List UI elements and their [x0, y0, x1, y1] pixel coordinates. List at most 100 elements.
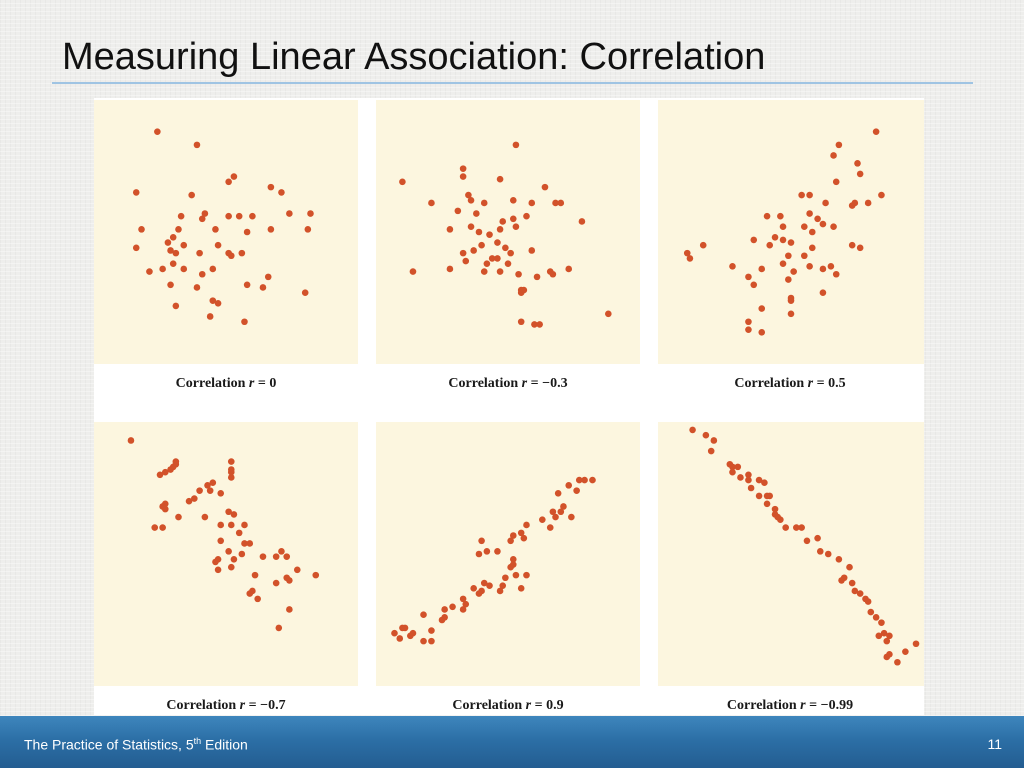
data-point	[875, 632, 883, 640]
data-point	[480, 268, 488, 275]
data-point	[830, 223, 837, 231]
data-point	[225, 212, 232, 220]
data-point	[441, 606, 448, 613]
data-point	[502, 244, 509, 252]
data-point	[755, 492, 763, 500]
data-point	[848, 202, 856, 209]
data-point	[446, 265, 454, 273]
data-point	[496, 226, 504, 233]
data-point	[172, 302, 180, 310]
caption-variable: r	[807, 376, 814, 391]
data-point	[541, 183, 549, 191]
data-point	[225, 508, 232, 516]
data-point	[878, 619, 885, 626]
data-point	[198, 215, 206, 223]
data-point	[475, 550, 483, 558]
data-point	[391, 629, 398, 637]
data-point	[734, 463, 742, 471]
data-point	[771, 505, 779, 513]
data-point	[822, 199, 829, 207]
data-point	[707, 447, 715, 455]
scatter-plot-5	[391, 476, 596, 645]
data-point	[777, 212, 784, 220]
footer-text-main: The Practice of Statistics, 5	[24, 736, 194, 753]
caption-prefix: Correlation	[726, 698, 801, 713]
data-point	[737, 474, 744, 481]
data-point	[830, 152, 837, 159]
data-point	[832, 178, 840, 186]
correlation-figure: Correlation r = 0 Correlation r = −0.3 C…	[94, 98, 924, 715]
data-point	[517, 529, 525, 537]
data-point	[787, 297, 795, 304]
data-point	[459, 249, 467, 257]
data-point	[496, 175, 504, 183]
data-point	[478, 537, 485, 545]
data-point	[683, 249, 691, 257]
data-point	[507, 249, 514, 257]
data-point	[196, 249, 203, 257]
data-point	[238, 249, 246, 257]
data-point	[507, 537, 514, 545]
data-point	[217, 537, 225, 545]
data-point	[286, 210, 293, 217]
data-point	[475, 590, 483, 597]
data-point	[560, 503, 567, 510]
data-point	[689, 426, 696, 434]
data-point	[552, 199, 559, 207]
data-point	[819, 265, 827, 273]
data-point	[568, 513, 575, 521]
data-point	[573, 487, 580, 494]
data-point	[565, 482, 573, 489]
data-point	[801, 223, 808, 231]
data-point	[246, 540, 254, 547]
data-point	[496, 587, 504, 595]
data-point	[230, 511, 238, 518]
data-point	[235, 529, 243, 537]
footer-text-suffix: Edition	[201, 736, 248, 753]
data-point	[787, 239, 795, 246]
data-point	[745, 471, 752, 479]
data-point	[459, 595, 467, 603]
scatter-panel-2	[376, 100, 640, 364]
data-point	[206, 313, 214, 320]
caption-variable: r	[525, 698, 532, 713]
caption-variable: r	[800, 698, 806, 713]
data-point	[241, 318, 248, 326]
data-point	[201, 210, 209, 217]
data-point	[159, 524, 166, 531]
data-point	[494, 239, 501, 246]
data-point	[293, 566, 301, 574]
data-point	[531, 321, 538, 328]
data-point	[528, 247, 536, 254]
data-point	[459, 606, 467, 613]
data-point	[824, 550, 832, 558]
data-point	[227, 252, 235, 260]
data-point	[779, 223, 787, 231]
data-point	[575, 476, 583, 484]
data-point	[496, 268, 504, 275]
data-point	[867, 608, 875, 616]
data-point	[230, 555, 238, 563]
data-point	[699, 241, 707, 249]
data-point	[212, 226, 219, 233]
caption-value: = 0.9	[531, 698, 564, 713]
data-point	[473, 210, 480, 217]
data-point	[470, 247, 477, 254]
data-point	[243, 281, 251, 289]
data-point	[209, 265, 217, 273]
data-point	[486, 231, 493, 238]
data-point	[854, 160, 861, 167]
data-point	[509, 532, 517, 539]
data-point	[856, 590, 864, 597]
data-point	[480, 199, 488, 207]
scatter-caption-4: Correlation r = −0.7	[94, 698, 358, 714]
data-point	[217, 521, 225, 529]
data-point	[206, 487, 214, 494]
data-point	[750, 236, 758, 244]
data-point	[816, 548, 824, 555]
data-point	[755, 476, 763, 484]
data-point	[880, 629, 888, 637]
data-point	[523, 521, 530, 529]
data-point	[227, 563, 235, 571]
data-point	[409, 268, 417, 275]
